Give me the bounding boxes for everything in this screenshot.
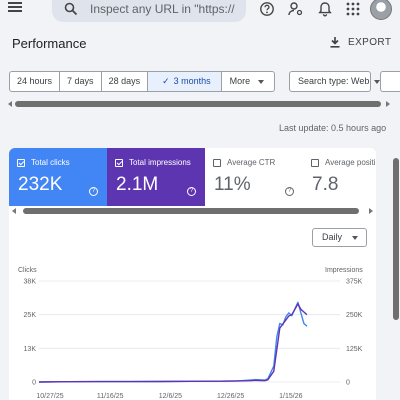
metric-label: Total impressions bbox=[129, 158, 191, 167]
help-icon[interactable] bbox=[259, 1, 275, 17]
x-tick-label: 12/26/25 bbox=[217, 393, 244, 400]
range-label: 24 hours bbox=[17, 76, 53, 86]
scrollbar-thumb[interactable] bbox=[23, 208, 359, 214]
filter-chip-overflow[interactable] bbox=[380, 71, 400, 92]
granularity-select[interactable]: Daily bbox=[312, 228, 367, 247]
series-line-impressions bbox=[38, 303, 308, 383]
metric-average-ctr[interactable]: Average CTR 11% ? bbox=[205, 148, 303, 206]
apps-icon[interactable] bbox=[345, 1, 361, 17]
range-7-days[interactable]: 7 days bbox=[60, 72, 102, 91]
export-label: EXPORT bbox=[348, 37, 392, 48]
x-tick-label: 12/6/25 bbox=[159, 393, 182, 400]
checkbox-icon bbox=[311, 158, 319, 167]
search-type-label: Search type: Web bbox=[298, 76, 370, 86]
x-tick-label: 1/15/26 bbox=[279, 393, 302, 400]
checkbox-icon bbox=[115, 158, 123, 167]
checkbox-icon bbox=[213, 158, 221, 167]
right-tick-label: 375K bbox=[346, 279, 363, 286]
metric-total-impressions[interactable]: Total impressions 2.1M ? bbox=[107, 148, 205, 206]
right-axis-title: Impressions bbox=[325, 267, 363, 274]
range-label: More bbox=[229, 76, 251, 86]
x-tick-label: 11/16/25 bbox=[97, 393, 124, 400]
left-tick-label: 0 bbox=[32, 380, 36, 387]
menu-icon[interactable] bbox=[8, 0, 26, 16]
scroll-right-icon[interactable] bbox=[386, 101, 390, 107]
metric-value: 2.1M bbox=[116, 174, 159, 195]
left-tick-label: 25K bbox=[24, 312, 37, 319]
url-inspection-search[interactable]: Inspect any URL in "https:// bbox=[52, 0, 246, 22]
download-icon bbox=[330, 37, 340, 48]
left-tick-label: 38K bbox=[24, 279, 37, 286]
range-3-months[interactable]: ✓ 3 months bbox=[148, 72, 222, 91]
range-label: 28 days bbox=[108, 76, 141, 86]
metric-label: Average positi bbox=[325, 158, 376, 167]
help-icon[interactable]: ? bbox=[89, 187, 98, 196]
checkbox-icon bbox=[17, 158, 25, 167]
range-more[interactable]: More bbox=[222, 72, 275, 91]
metric-total-clicks[interactable]: Total clicks 232K ? bbox=[9, 148, 107, 206]
left-tick-label: 13K bbox=[24, 346, 37, 353]
page-scrollbar[interactable] bbox=[392, 156, 400, 400]
metric-value: 7.8 bbox=[312, 174, 339, 195]
metric-average-position[interactable]: Average positi 7.8 bbox=[303, 148, 376, 206]
performance-card: Total clicks 232K ? Total impressions 2.… bbox=[9, 148, 376, 400]
granularity-label: Daily bbox=[322, 232, 343, 242]
search-icon bbox=[64, 2, 78, 16]
metric-value: 232K bbox=[18, 174, 63, 195]
range-label: 3 months bbox=[173, 76, 211, 86]
metric-value: 11% bbox=[214, 174, 251, 195]
check-icon: ✓ bbox=[162, 76, 170, 86]
range-label: 7 days bbox=[67, 76, 94, 86]
scroll-left-icon[interactable] bbox=[8, 101, 12, 107]
range-28-days[interactable]: 28 days bbox=[102, 72, 149, 91]
notifications-icon[interactable] bbox=[317, 1, 333, 17]
x-tick-label: 10/27/25 bbox=[36, 393, 63, 400]
scroll-left-icon[interactable] bbox=[12, 208, 16, 214]
top-bar: Inspect any URL in "https:// bbox=[0, 0, 400, 26]
last-update-text: Last update: 0.5 hours ago bbox=[279, 123, 387, 133]
scroll-right-icon[interactable] bbox=[369, 208, 373, 214]
range-24-hours[interactable]: 24 hours bbox=[10, 72, 61, 91]
page-title: Performance bbox=[12, 36, 87, 51]
scrollbar-thumb[interactable] bbox=[15, 101, 381, 107]
metric-label: Total clicks bbox=[31, 158, 70, 167]
left-axis-title: Clicks bbox=[18, 267, 37, 274]
chevron-down-icon bbox=[352, 236, 358, 240]
right-tick-label: 0 bbox=[346, 380, 350, 387]
scrollbar-thumb[interactable] bbox=[393, 158, 399, 320]
avatar[interactable] bbox=[370, 0, 392, 20]
filter-scrollbar[interactable] bbox=[8, 99, 390, 109]
help-icon[interactable]: ? bbox=[285, 187, 294, 196]
right-tick-label: 250K bbox=[346, 312, 363, 319]
metrics-scrollbar[interactable] bbox=[9, 207, 376, 215]
date-range-selector: 24 hours 7 days 28 days ✓ 3 months More bbox=[9, 71, 276, 92]
performance-chart: Clicks Impressions 38K 375K 25K 250K 13K 125K 0 0… bbox=[18, 267, 363, 400]
chevron-down-icon bbox=[258, 79, 265, 84]
series-line-clicks bbox=[38, 301, 308, 383]
search-placeholder: Inspect any URL in "https:// bbox=[90, 2, 235, 16]
manage-accounts-icon[interactable] bbox=[288, 1, 304, 17]
export-button[interactable]: EXPORT bbox=[330, 37, 391, 48]
chevron-down-icon bbox=[374, 79, 381, 84]
search-type-filter[interactable]: Search type: Web bbox=[289, 71, 381, 92]
help-icon[interactable]: ? bbox=[187, 187, 196, 196]
right-tick-label: 125K bbox=[346, 346, 363, 353]
metric-label: Average CTR bbox=[227, 158, 276, 167]
